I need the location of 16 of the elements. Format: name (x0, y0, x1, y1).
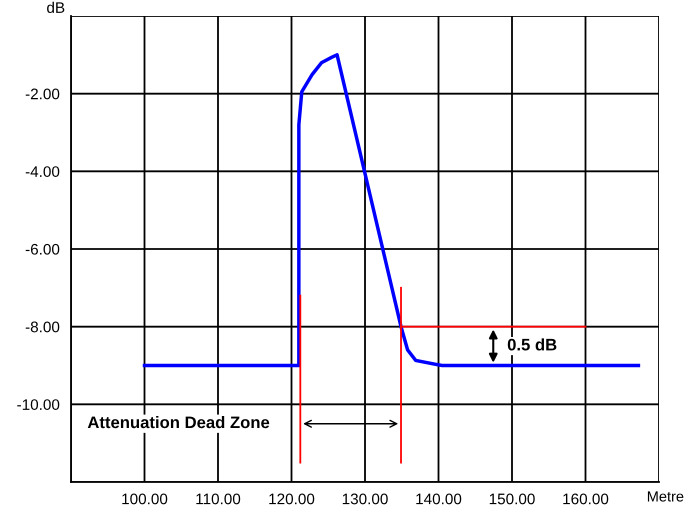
x-tick-label: 160.00 (563, 494, 608, 504)
annotation: Attenuation Dead Zone (88, 416, 270, 428)
x-tick-label: 130.00 (342, 494, 388, 504)
y-tick-label: -8.00 (26, 322, 60, 332)
x-tick-label: 110.00 (196, 494, 240, 504)
y-tick-label: -6.00 (26, 244, 60, 255)
y-tick-label: -4.00 (26, 166, 60, 178)
y-axis-title: dB (47, 2, 64, 13)
y-tick-label: -10.00 (17, 399, 60, 410)
annotation: 0.5 dB (508, 338, 556, 351)
y-tick-label: -2.00 (26, 88, 60, 100)
x-axis-title: Metre (648, 491, 684, 502)
x-tick-label: 120.00 (269, 494, 314, 504)
x-tick-label: 150.00 (490, 494, 535, 504)
x-tick-label: 100.00 (122, 494, 168, 504)
x-tick-label: 140.00 (416, 494, 462, 504)
